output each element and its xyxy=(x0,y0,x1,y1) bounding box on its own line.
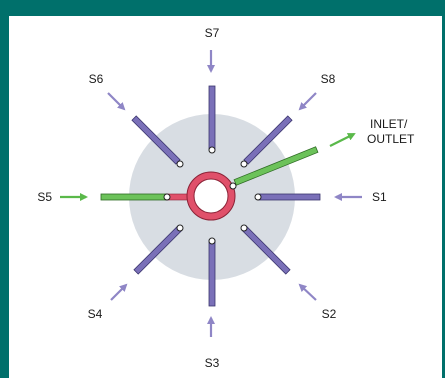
port-labels: S7 S3 S1 S5 S6 S8 S4 S2 INLET/ OUTLET xyxy=(37,26,415,370)
port-hole-s2 xyxy=(240,224,248,232)
port-hole-s5 xyxy=(163,193,171,201)
channel-s1 xyxy=(257,193,321,201)
label-s7: S7 xyxy=(205,26,220,40)
arrow-s8 xyxy=(298,92,317,111)
arrow-s6 xyxy=(107,92,126,111)
rotor-ring-inner xyxy=(193,178,229,214)
label-s4: S4 xyxy=(88,307,103,321)
frame-left-bar xyxy=(0,0,9,378)
arrow-inlet-outlet xyxy=(329,133,356,147)
channel-s5 xyxy=(100,193,168,201)
channel-s7 xyxy=(208,85,216,151)
channels xyxy=(100,85,321,307)
label-inlet-line1: INLET/ xyxy=(370,117,408,131)
port-hole-s7 xyxy=(208,146,216,154)
port-hole-s4 xyxy=(176,224,184,232)
label-s6: S6 xyxy=(89,72,104,86)
figure-panel xyxy=(9,16,442,378)
flow-arrows xyxy=(60,50,362,337)
label-inlet-line2: OUTLET xyxy=(367,132,415,146)
channel-s3 xyxy=(208,239,216,307)
arrow-s2 xyxy=(298,283,317,301)
port-hole-s1 xyxy=(254,193,262,201)
label-s5: S5 xyxy=(37,190,52,204)
port-hole-s6 xyxy=(176,160,184,168)
label-s3: S3 xyxy=(205,356,220,370)
port-hole-s8 xyxy=(240,160,248,168)
frame-right-bar xyxy=(442,0,445,378)
port-holes xyxy=(163,146,262,245)
frame-top-bar xyxy=(0,0,445,16)
label-s2: S2 xyxy=(322,307,337,321)
port-hole-inlet xyxy=(229,182,237,190)
port-hole-s3 xyxy=(208,237,216,245)
channel-inlet-outlet xyxy=(233,146,319,186)
label-s8: S8 xyxy=(321,72,336,86)
arrow-s4 xyxy=(110,283,128,301)
label-s1: S1 xyxy=(372,190,387,204)
